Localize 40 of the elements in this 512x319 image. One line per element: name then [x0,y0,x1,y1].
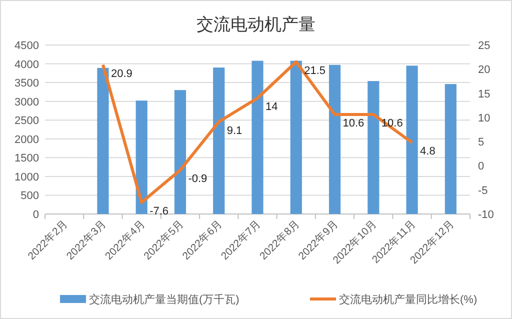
y2-tick-label: -10 [478,209,494,221]
data-label: 4.8 [420,146,436,158]
bar [213,68,225,214]
y-tick-label: 4500 [14,40,39,52]
bar [290,60,302,214]
y2-tick-label: 0 [478,160,484,173]
y-tick-label: 2500 [14,115,39,128]
chart-title: 交流电动机产量 [196,15,316,34]
y-tick-label: 0 [32,209,39,221]
bar [406,66,418,214]
data-label: -7.6 [150,205,169,218]
y2-tick-label: 20 [478,64,490,76]
data-label: 20.9 [110,68,132,80]
y-tick-label: 1000 [14,171,39,184]
bar [136,100,148,214]
bar [368,81,380,214]
data-label: 14 [266,101,278,114]
y2-tick-label: -5 [478,184,488,197]
line-series [101,60,414,204]
data-label: -0.9 [188,173,208,186]
y-tick-label: 1500 [14,152,39,165]
y-tick-label: 500 [20,190,39,202]
legend-label: 交流电动机产量同比增长(%) [339,293,478,306]
y2-tick-label: 25 [478,40,490,52]
data-label: 10.6 [342,118,364,130]
data-label: 21.5 [304,64,326,77]
bar [97,68,109,214]
bar [174,90,186,214]
y2-tick-label: 5 [478,136,484,149]
y2-tick-label: 15 [478,88,490,100]
bar [444,84,456,214]
legend-label: 交流电动机产量当期值(万千瓦) [89,293,240,306]
y-tick-label: 2000 [14,134,39,146]
y-tick-label: 3500 [14,78,39,90]
y2-tick-label: 10 [478,112,490,124]
bar [252,60,264,214]
y-tick-label: 4000 [14,58,39,71]
bar [328,64,341,214]
data-label: 9.1 [226,124,242,137]
y-tick-label: 3000 [14,96,39,108]
